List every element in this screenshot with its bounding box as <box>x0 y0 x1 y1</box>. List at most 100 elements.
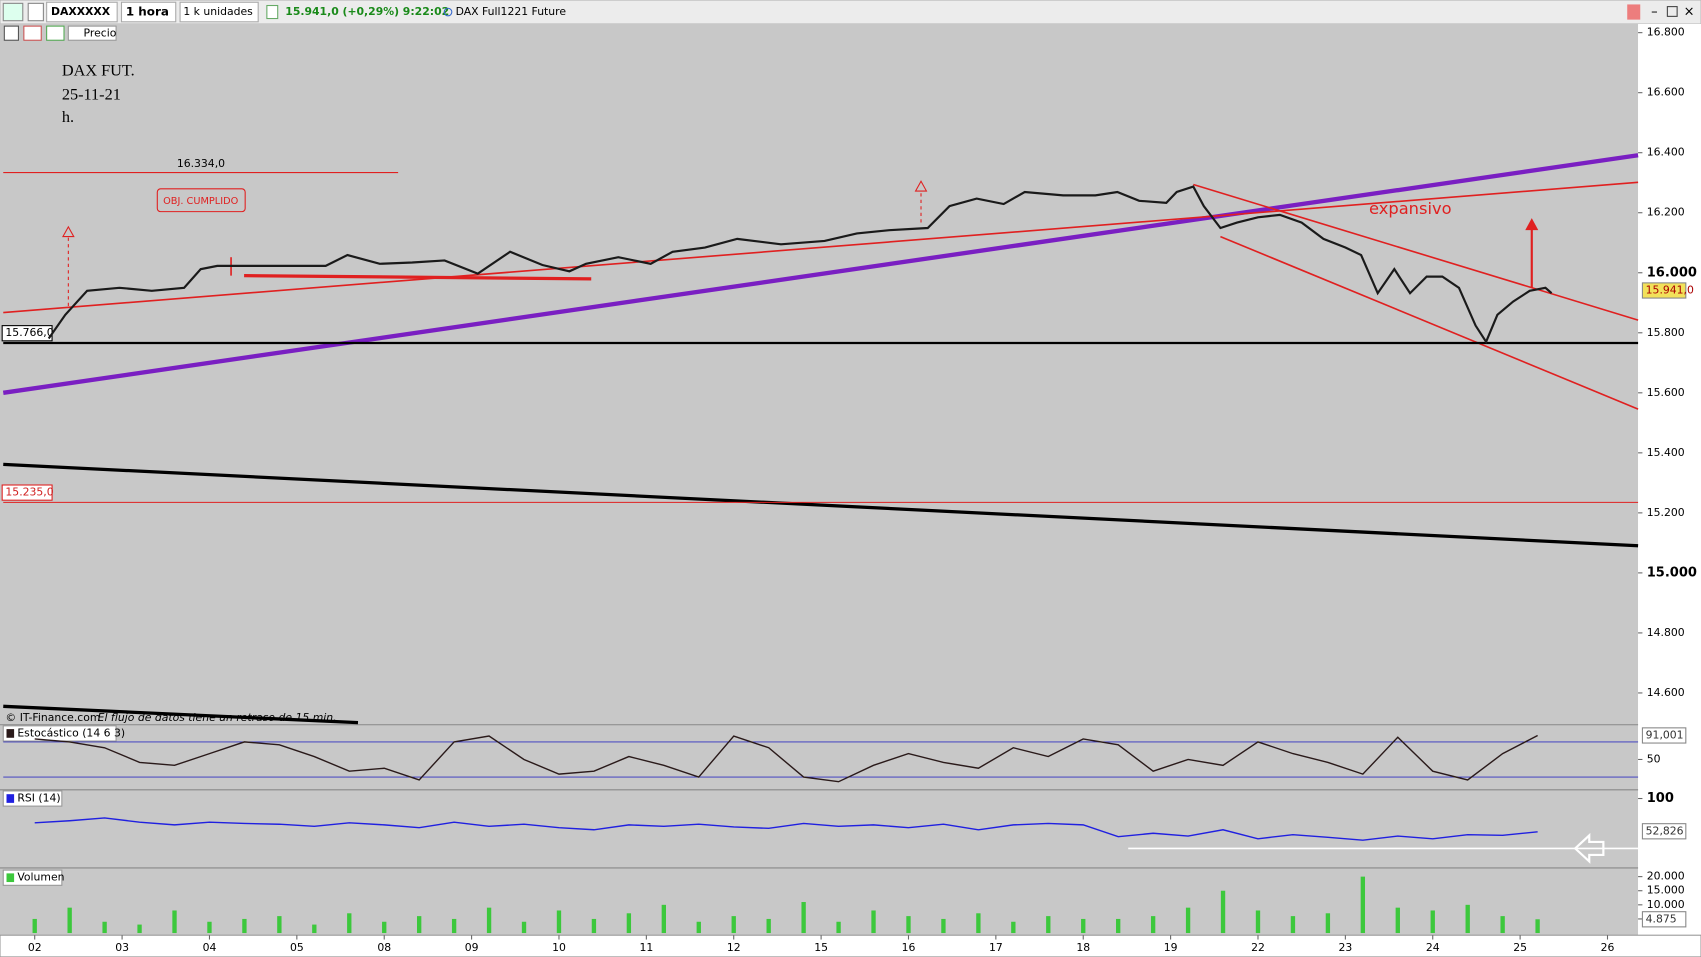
volume-bar <box>1500 916 1505 934</box>
panel-title: RSI (14) <box>17 792 60 805</box>
x-tick-label: 05 <box>290 941 304 954</box>
volume-bar <box>1290 916 1296 934</box>
price-line <box>34 817 1538 841</box>
scroll-arrow[interactable] <box>1573 832 1605 864</box>
volume-bar <box>556 910 562 934</box>
maximize-button[interactable] <box>1666 6 1678 17</box>
price-button[interactable] <box>67 25 117 41</box>
export-button[interactable] <box>46 25 65 41</box>
y-tick-label: 14.800 <box>1647 626 1685 639</box>
remove-button[interactable] <box>23 25 42 41</box>
note-box[interactable] <box>156 188 246 213</box>
channel-line[interactable] <box>1220 235 1639 410</box>
level-badge <box>1 484 53 501</box>
volume-bar <box>242 918 247 934</box>
x-tick-label: 17 <box>989 941 1003 954</box>
volume-bar <box>67 907 72 934</box>
trendline[interactable] <box>3 462 1639 548</box>
volume-bar <box>451 918 457 934</box>
volume-bar <box>347 913 352 934</box>
close-button[interactable]: × <box>1684 5 1695 20</box>
x-tick-label: 22 <box>1251 941 1265 954</box>
volume-bar <box>731 916 736 934</box>
y-tick-label: 14.600 <box>1647 686 1685 699</box>
last-value-label: 52,826 <box>1646 824 1684 837</box>
symbol-dropdown[interactable] <box>46 1 118 23</box>
add-button[interactable] <box>3 25 19 41</box>
x-tick-label: 24 <box>1426 941 1440 954</box>
volume-bar <box>207 921 212 934</box>
y-tick-label: 15.000 <box>1647 565 1697 580</box>
volume-bar <box>836 921 841 934</box>
interval: 1 hora <box>126 5 169 19</box>
info-icon[interactable] <box>266 4 279 20</box>
volume-bar <box>1081 918 1086 934</box>
x-tick-label: 09 <box>465 941 479 954</box>
plot-area <box>0 23 1639 936</box>
volume-bar <box>1255 910 1261 934</box>
volume-bar <box>1360 876 1366 934</box>
y-tick-label: 16.400 <box>1647 146 1685 159</box>
x-tick-label: 11 <box>639 941 653 954</box>
volume-bar <box>801 902 806 934</box>
x-tick-label: 26 <box>1601 941 1615 954</box>
y-tick-label: 15.400 <box>1647 446 1685 459</box>
trendline[interactable] <box>3 704 359 725</box>
interval-dropdown[interactable] <box>120 1 177 23</box>
y-tick-label: 20.000 <box>1647 870 1685 883</box>
x-tick-label: 04 <box>203 941 217 954</box>
y-tick-label: 16.800 <box>1647 26 1685 39</box>
range-bottom[interactable] <box>244 274 592 281</box>
time-axis-area <box>0 934 1701 957</box>
panel-legend-box <box>2 790 63 807</box>
volume-bar <box>416 916 422 934</box>
x-tick-label: 10 <box>552 941 566 954</box>
arrow-head <box>914 180 928 192</box>
trendline[interactable] <box>2 153 1639 395</box>
x-tick-label: 18 <box>1076 941 1090 954</box>
volume-bar <box>277 916 282 934</box>
chart-note: 25-11-21 <box>62 85 121 103</box>
x-tick-label: 23 <box>1338 941 1352 954</box>
price-axis-area <box>1638 23 1701 936</box>
volume-bar <box>486 907 492 934</box>
volume-bar <box>1430 910 1435 934</box>
y-tick-label: 10.000 <box>1647 898 1685 911</box>
last-value-label: 15.941,0 <box>1646 283 1694 296</box>
last-value-badge <box>1641 911 1687 928</box>
volume-bar <box>1011 921 1016 934</box>
y-tick-label: 50 <box>1647 752 1661 765</box>
chart-note: h. <box>62 108 74 126</box>
delay-note: El flujo de datos tiene un retraso de 15… <box>98 711 337 724</box>
units-dropdown[interactable] <box>179 1 259 23</box>
price-button-label: Precio <box>84 27 117 40</box>
panel-title: Volumen <box>17 871 64 884</box>
x-tick-label: 03 <box>115 941 129 954</box>
units: 1 k unidades <box>183 5 253 18</box>
x-tick-label: 02 <box>28 941 42 954</box>
settings-button[interactable] <box>27 2 44 22</box>
volume-bar <box>1046 916 1051 934</box>
volume-bar <box>906 916 911 934</box>
minimize-button[interactable]: – <box>1651 5 1658 20</box>
x-tick-label: 25 <box>1513 941 1527 954</box>
last-value-badge <box>1641 823 1687 840</box>
chart-note: DAX FUT. <box>62 61 135 79</box>
refresh-button[interactable] <box>1627 4 1641 20</box>
y-tick-label: 15.600 <box>1647 386 1685 399</box>
volume-bar <box>102 921 107 934</box>
last-value-badge <box>1641 282 1687 299</box>
arrow-head <box>61 225 75 238</box>
y-tick-label: 16.200 <box>1647 206 1685 219</box>
chart-type-button[interactable] <box>2 2 24 22</box>
channel-line[interactable] <box>1193 183 1639 321</box>
instrument: DAX Full1221 Future <box>456 5 567 18</box>
legend-swatch <box>6 794 15 803</box>
trendline[interactable] <box>3 181 1639 314</box>
volume-bar <box>1325 913 1331 934</box>
legend-swatch <box>6 729 15 738</box>
x-tick-label: 15 <box>814 941 828 954</box>
level-label: 15.235,0 <box>5 486 53 499</box>
